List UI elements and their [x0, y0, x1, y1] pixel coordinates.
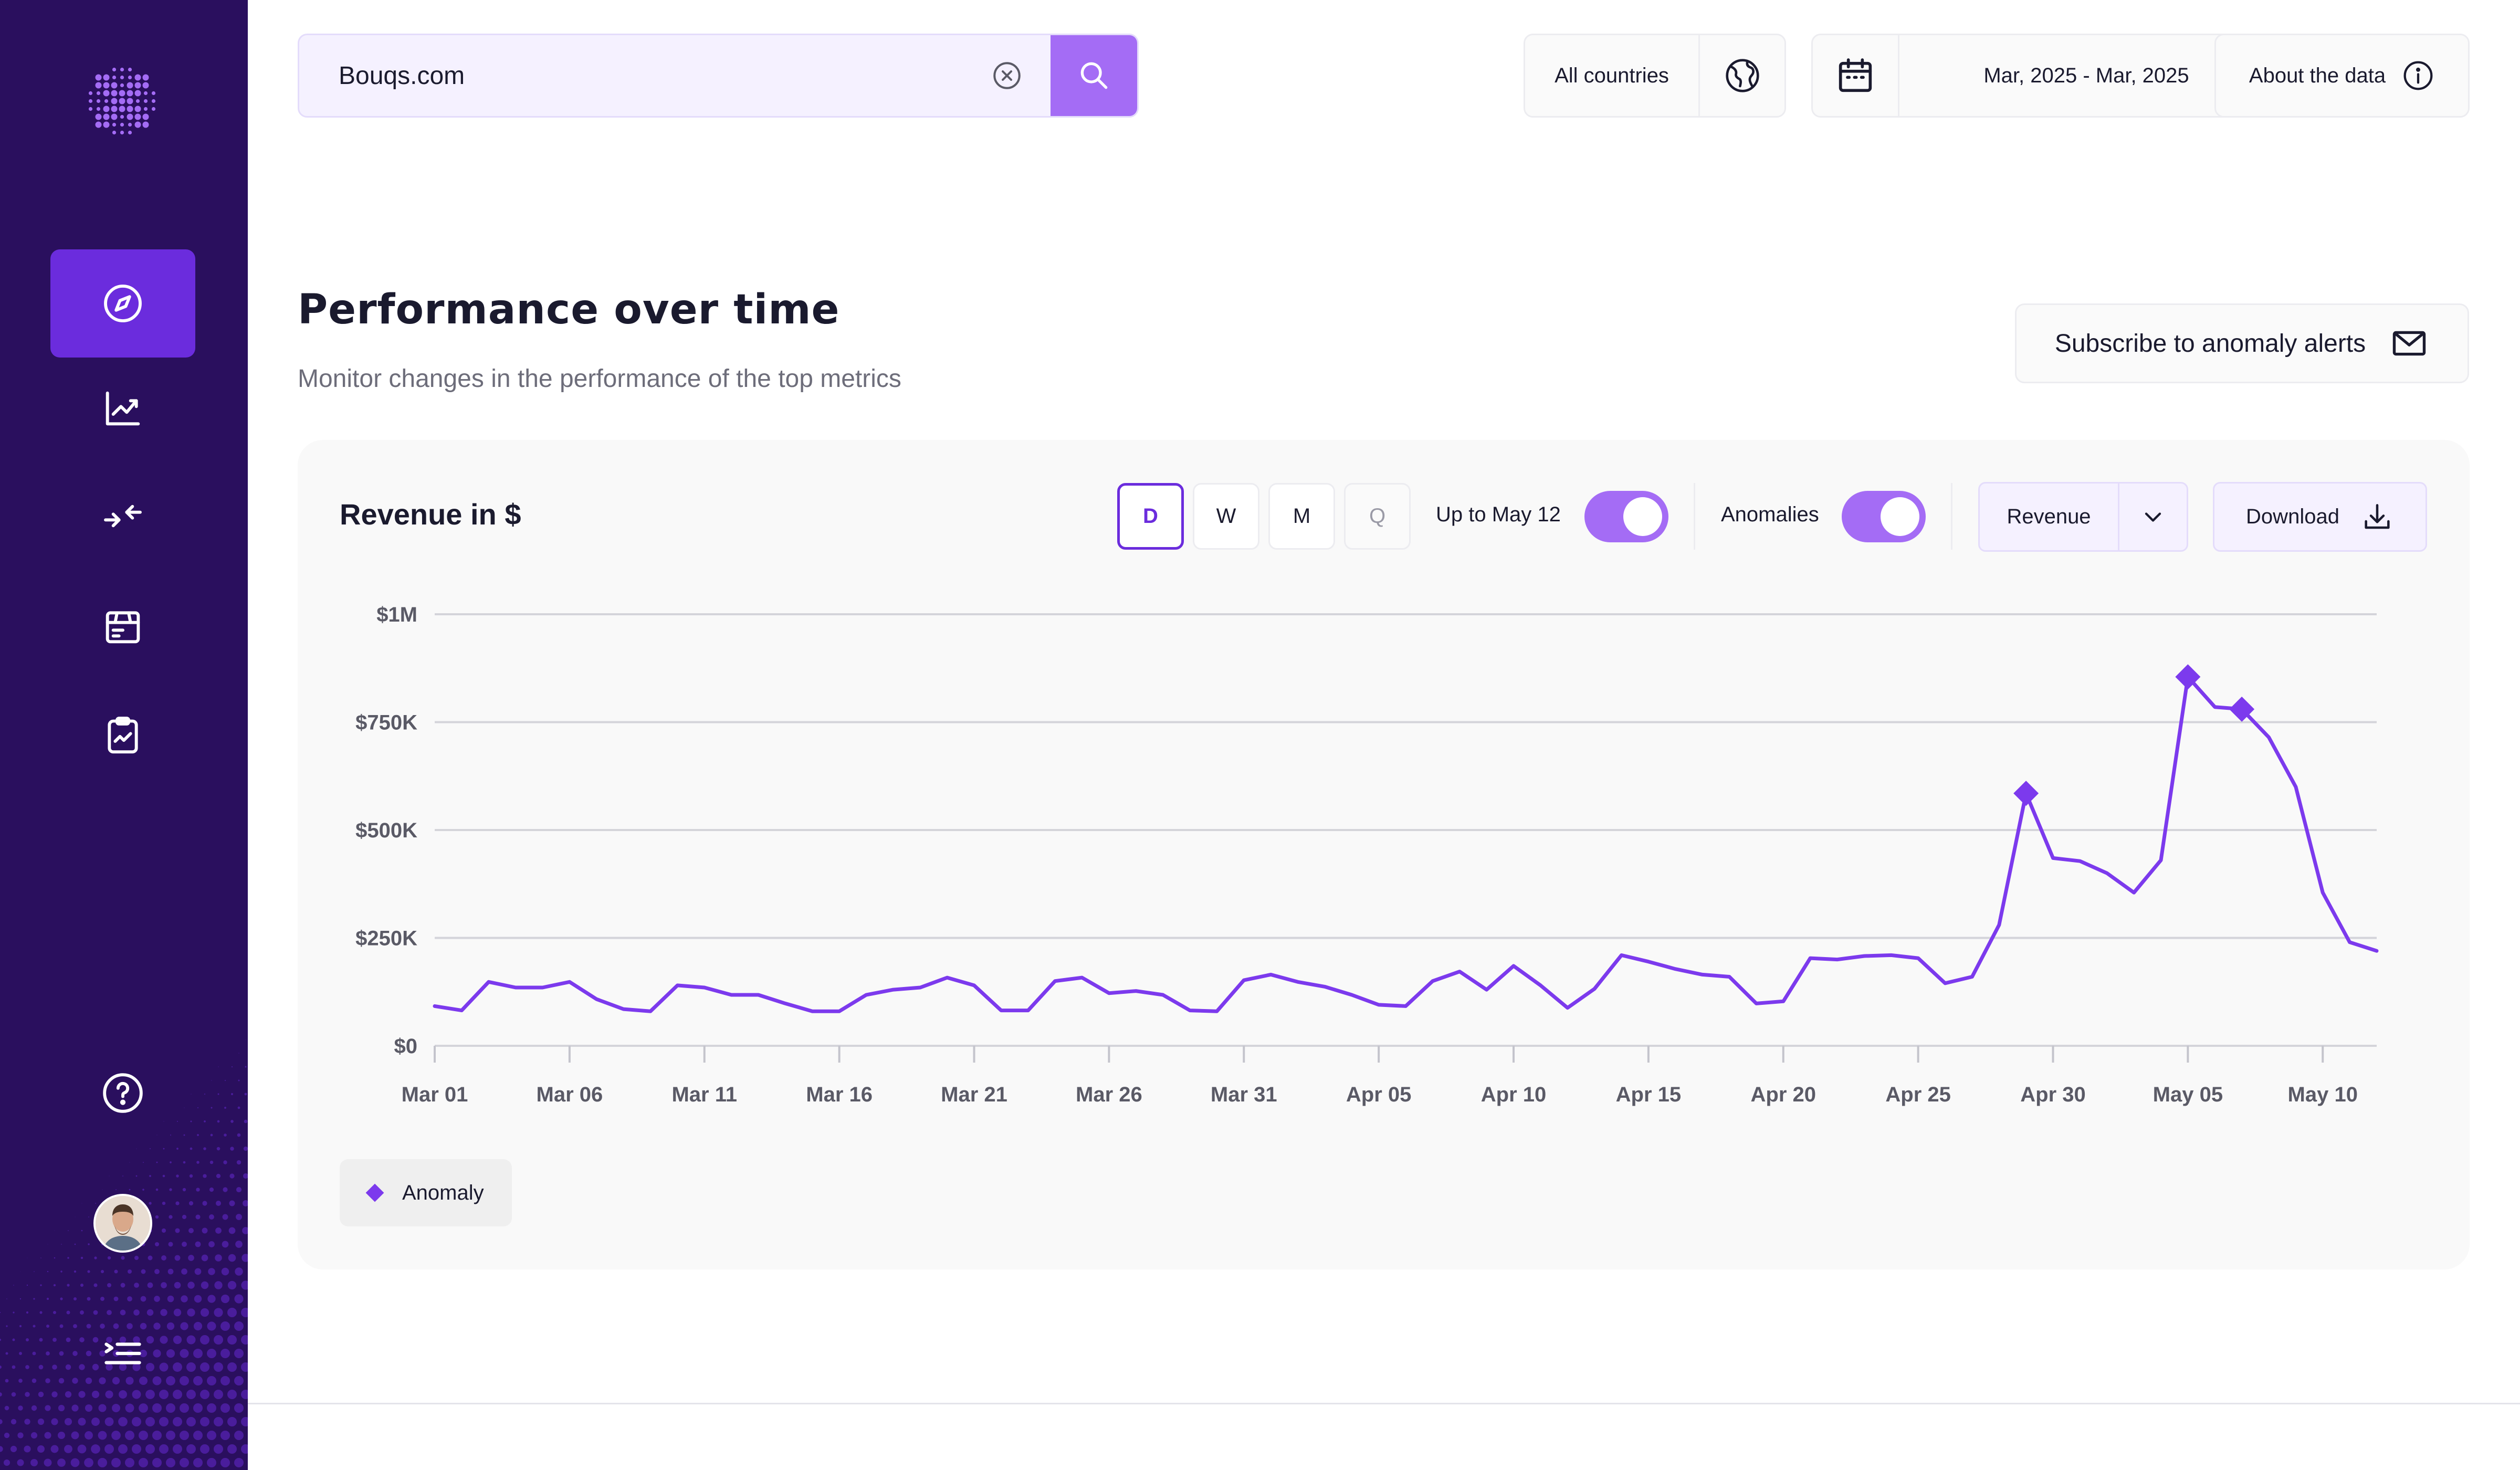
user-avatar-button[interactable] — [50, 1186, 195, 1260]
package-icon — [106, 611, 140, 644]
collapse-menu-button[interactable] — [50, 1317, 195, 1390]
x-tick-label: Apr 15 — [1616, 1083, 1682, 1106]
nav-item-products[interactable] — [50, 572, 195, 680]
revenue-line — [433, 675, 2379, 1013]
x-tick-label: Apr 30 — [2020, 1083, 2086, 1106]
compass-icon — [104, 285, 142, 322]
nav-item-explore[interactable] — [50, 249, 195, 358]
logo — [88, 67, 156, 135]
compare-arrows-icon — [104, 505, 142, 528]
country-filter[interactable]: All countries — [1524, 34, 1786, 118]
download-button[interactable]: Download — [2213, 482, 2427, 552]
about-data-button[interactable]: About the data — [2214, 34, 2470, 118]
legend-anomaly[interactable]: Anomaly — [340, 1159, 512, 1226]
x-tick-label: May 05 — [2153, 1083, 2223, 1106]
subscribe-alerts-label: Subscribe to anomaly alerts — [2054, 329, 2366, 358]
anomalies-label: Anomalies — [1721, 503, 1819, 526]
section-divider — [248, 1403, 2520, 1404]
card-title: Revenue in $ — [340, 498, 521, 531]
x-tick-label: Apr 25 — [1885, 1083, 1951, 1106]
date-range-filter[interactable]: Mar, 2025 - Mar, 2025 — [1811, 34, 2275, 118]
x-tick-label: Mar 01 — [402, 1083, 468, 1106]
granularity-day-button[interactable]: D — [1117, 483, 1184, 550]
x-tick-label: Mar 11 — [671, 1083, 737, 1106]
country-filter-label: All countries — [1555, 64, 1669, 87]
up-to-toggle[interactable] — [1584, 491, 1668, 542]
up-to-label: Up to May 12 — [1436, 503, 1561, 526]
anomaly-diamond-icon — [365, 1183, 384, 1202]
y-tick-label: $0 — [394, 1035, 418, 1058]
calendar-icon-wrap — [1813, 35, 1898, 116]
collapse-menu-icon — [104, 1342, 141, 1364]
info-icon — [2403, 61, 2433, 90]
x-tick-label: Mar 21 — [941, 1083, 1007, 1106]
help-icon — [103, 1073, 143, 1113]
metric-select[interactable]: Revenue — [1978, 482, 2188, 552]
nav-item-compare[interactable] — [50, 462, 195, 570]
anomaly-marker[interactable] — [2013, 781, 2039, 806]
y-tick-label: $1M — [376, 603, 417, 626]
search-bar — [298, 34, 1139, 118]
sidebar — [0, 0, 248, 1470]
avatar — [93, 1194, 152, 1253]
download-label: Download — [2246, 505, 2339, 528]
globe-icon-wrap — [1700, 35, 1784, 116]
next-section-heading — [298, 1455, 508, 1470]
globe-icon — [1725, 59, 1759, 92]
anomalies-toggle[interactable] — [1842, 491, 1926, 542]
anomaly-marker[interactable] — [2175, 664, 2201, 690]
nav-item-reports[interactable] — [50, 681, 195, 790]
anomaly-marker[interactable] — [2229, 696, 2255, 722]
y-tick-label: $500K — [355, 819, 417, 842]
calendar-icon — [1839, 58, 1872, 92]
search-button[interactable] — [1051, 35, 1137, 116]
x-tick-label: Mar 06 — [537, 1083, 603, 1106]
about-data-label: About the data — [2249, 64, 2386, 87]
y-tick-label: $750K — [355, 711, 417, 734]
clear-search-icon[interactable] — [991, 60, 1023, 91]
x-tick-label: Apr 20 — [1751, 1083, 1816, 1106]
y-tick-label: $250K — [355, 927, 417, 950]
metric-select-value: Revenue — [2007, 505, 2091, 528]
date-range-label: Mar, 2025 - Mar, 2025 — [1983, 64, 2189, 87]
x-tick-label: Apr 05 — [1346, 1083, 1412, 1106]
download-icon — [2365, 503, 2390, 529]
toggle-knob — [1623, 497, 1662, 536]
revenue-chart: $0 $250K $500K $750K $1M Mar 01 Mar 06 Mar 11 Ma… — [355, 603, 2379, 1106]
x-tick-label: Mar 26 — [1076, 1083, 1142, 1106]
granularity-week-button[interactable]: W — [1193, 483, 1259, 550]
subscribe-alerts-button[interactable]: Subscribe to anomaly alerts — [2015, 303, 2469, 383]
revenue-card — [298, 440, 2470, 1269]
help-button[interactable] — [50, 1056, 195, 1130]
toggle-knob — [1881, 497, 1919, 536]
x-tick-label: Mar 16 — [806, 1083, 873, 1106]
granularity-month-button[interactable]: M — [1268, 483, 1335, 550]
search-input[interactable] — [299, 35, 1018, 116]
page-subtitle: Monitor changes in the performance of th… — [298, 365, 901, 393]
page-title: Performance over time — [298, 286, 840, 333]
mail-icon — [2392, 331, 2426, 356]
granularity-quarter-button[interactable]: Q — [1344, 483, 1411, 550]
x-tick-label: May 10 — [2288, 1083, 2358, 1106]
trend-chart-icon — [106, 391, 140, 426]
clipboard-chart-icon — [108, 717, 138, 754]
search-icon — [1080, 62, 1107, 89]
x-tick-label: Apr 10 — [1481, 1083, 1547, 1106]
legend-anomaly-label: Anomaly — [402, 1181, 484, 1204]
dotted-pattern — [0, 1040, 248, 1467]
nav-item-trends[interactable] — [50, 354, 195, 463]
chevron-down-icon — [2145, 512, 2161, 522]
x-tick-label: Mar 31 — [1211, 1083, 1277, 1106]
